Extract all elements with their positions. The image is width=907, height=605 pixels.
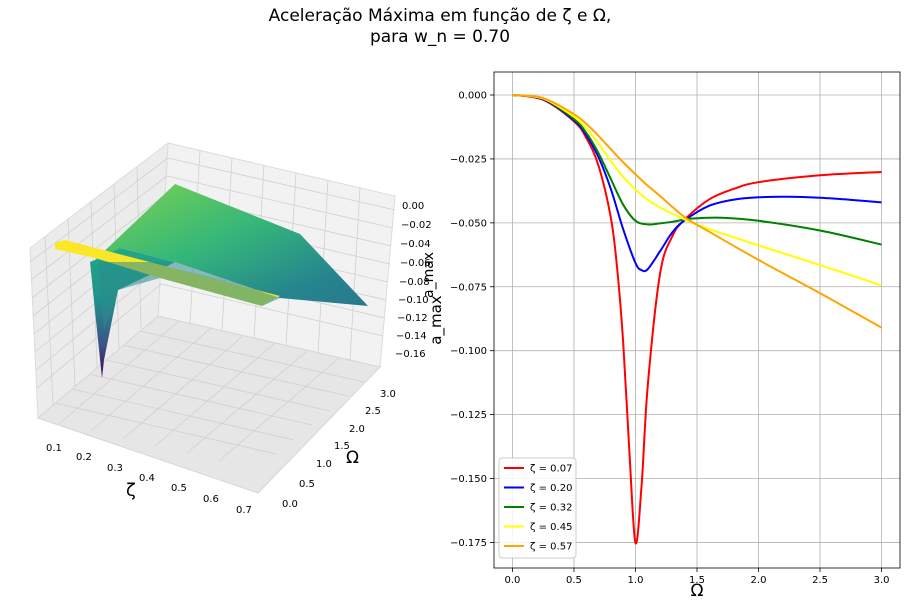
- x-tick-label: 0.1: [46, 443, 62, 454]
- line-chart-y-axis-label: a_max: [427, 295, 446, 344]
- title-line-2: para w_n = 0.70: [369, 27, 511, 47]
- y-tick-label: 2.0: [349, 424, 365, 435]
- y-tick-label: 0.5: [299, 479, 315, 490]
- y-tick-label: −0.100: [450, 346, 487, 357]
- y-tick-label: −0.050: [450, 218, 487, 229]
- y-tick-label: −0.125: [450, 410, 487, 421]
- legend-label: ζ = 0.20: [530, 483, 572, 494]
- x-axis-ticks: 0.1 0.2 0.3 0.4 0.5 0.6 0.7: [46, 443, 252, 516]
- series-line-3: [512, 94, 882, 246]
- z-axis-ticks: 0.00 −0.02 −0.04 −0.06 −0.08 −0.10 −0.12…: [395, 201, 432, 360]
- surface-sheet: [95, 184, 368, 306]
- y-tick-label: 0.000: [458, 91, 487, 102]
- y-axis-ticks: 0.0 0.5 1.0 1.5 2.0 2.5 3.0: [282, 389, 396, 510]
- x-tick-label: 0.2: [76, 452, 92, 463]
- y-tick-label: −0.150: [450, 474, 487, 485]
- y-tick-label: −0.025: [450, 154, 487, 165]
- x-tick-label: 1.0: [628, 575, 644, 586]
- y-tick-label: 3.0: [380, 389, 396, 400]
- line-chart-x-axis-label: Ω: [691, 581, 704, 601]
- z-tick-label: −0.10: [398, 295, 429, 306]
- legend-label: ζ = 0.07: [530, 464, 572, 475]
- series-line-5: [512, 94, 883, 329]
- z-tick-label: −0.02: [401, 220, 432, 231]
- x-tick-label: 0.4: [139, 473, 155, 484]
- x-axis-label: ζ: [126, 480, 136, 501]
- x-tick-label: 0.0: [505, 575, 521, 586]
- legend-label: ζ = 0.45: [530, 522, 572, 533]
- x-tick-label: 0.7: [236, 505, 252, 516]
- line-chart-y-ticks: 0.000 −0.025 −0.050 −0.075 −0.100 −0.125 −0.15…: [450, 91, 494, 549]
- x-tick-label: 0.3: [107, 463, 123, 474]
- y-axis-label: Ω: [346, 448, 359, 468]
- y-tick-label: 2.5: [365, 406, 381, 417]
- line-chart-legend: ζ = 0.07 ζ = 0.20 ζ = 0.32 ζ = 0.45 ζ = 0.57: [498, 457, 577, 559]
- y-tick-label: 0.0: [282, 499, 298, 510]
- surface-front-face: [98, 262, 280, 330]
- x-tick-label: 0.5: [171, 483, 187, 494]
- floor-pane: [37, 315, 381, 494]
- legend-label: ζ = 0.32: [530, 503, 572, 514]
- y-tick-label: 1.5: [334, 441, 350, 452]
- x-tick-label: 0.6: [203, 494, 219, 505]
- z-axis-label: a_max: [421, 252, 437, 298]
- x-tick-label: 2.0: [751, 575, 767, 586]
- title-line-1: Aceleração Máxima em função de ζ e Ω,: [268, 6, 612, 26]
- line-chart-series: [512, 94, 883, 545]
- z-tick-label: −0.14: [396, 331, 427, 342]
- z-tick-label: 0.00: [402, 201, 424, 212]
- series-line-2: [512, 94, 882, 273]
- series-line-1: [512, 94, 882, 545]
- series-line-4: [512, 94, 882, 287]
- y-tick-label: −0.175: [450, 538, 487, 549]
- z-tick-label: −0.04: [400, 239, 431, 250]
- z-tick-label: −0.08: [399, 277, 430, 288]
- x-tick-label: 3.0: [874, 575, 890, 586]
- legend-box: [498, 457, 577, 559]
- figure-title: Aceleração Máxima em função de ζ e Ω, pa…: [0, 6, 880, 48]
- y-tick-label: −0.075: [450, 282, 487, 293]
- z-tick-label: −0.16: [395, 349, 426, 360]
- line-chart-x-ticks: 0.0 0.5 1.0 1.5 2.0 2.5 3.0: [505, 568, 890, 586]
- z-tick-label: −0.12: [397, 313, 428, 324]
- x-tick-label: 1.5: [689, 575, 705, 586]
- x-tick-label: 2.5: [812, 575, 828, 586]
- legend-label: ζ = 0.57: [530, 542, 572, 553]
- surface-plot-3d: 0.00 −0.02 −0.04 −0.06 −0.08 −0.10 −0.12…: [29, 141, 437, 516]
- x-tick-label: 0.5: [566, 575, 582, 586]
- y-tick-label: 1.0: [316, 459, 332, 470]
- z-tick-label: −0.06: [400, 258, 431, 269]
